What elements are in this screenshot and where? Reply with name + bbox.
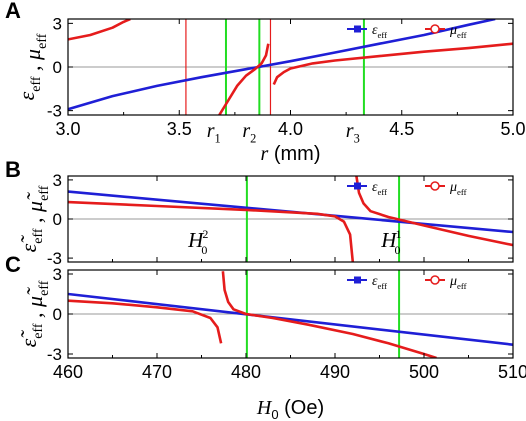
y-tick-label: -3 bbox=[47, 249, 62, 268]
legend-mu-label: μeff bbox=[449, 180, 467, 197]
legend-eps-marker bbox=[354, 182, 361, 190]
y-tick-label: 3 bbox=[53, 14, 62, 33]
x-axis-label: r (mm) bbox=[261, 143, 321, 165]
r2-annotation: r2 bbox=[242, 120, 256, 146]
mu-curve-segment-1 bbox=[68, 19, 131, 41]
legend-mu-marker bbox=[430, 24, 440, 34]
mu-curve-segment-1 bbox=[68, 200, 355, 262]
eps-curve-segment-1 bbox=[68, 292, 513, 346]
x-tick-label: 510 bbox=[498, 362, 526, 382]
x-tick-label: 3.0 bbox=[55, 119, 80, 139]
mu-curve-segment-2 bbox=[218, 43, 270, 115]
legend-eps-label: εeff bbox=[372, 274, 387, 291]
x-axis-label-bottom: H0 (Oe) bbox=[256, 397, 324, 421]
h0-2-annotation: H2 0 bbox=[187, 227, 208, 257]
eps-curve-segment-1 bbox=[68, 19, 496, 111]
mu-curve-segment-2 bbox=[221, 271, 437, 358]
legend-mu-label: μeff bbox=[449, 274, 467, 291]
x-tick-label: 490 bbox=[320, 362, 350, 382]
x-tick-label: 470 bbox=[142, 362, 172, 382]
r3-annotation: r3 bbox=[346, 120, 360, 146]
x-tick-label: 500 bbox=[409, 362, 439, 382]
y-axis-label: εeff , μeff bbox=[14, 33, 50, 100]
x-tick-label: 4.0 bbox=[278, 119, 303, 139]
y-tick-label: -3 bbox=[47, 345, 62, 364]
mu-curve-segment-1 bbox=[68, 299, 223, 344]
panel-letter: B bbox=[5, 157, 21, 182]
legend-mu-label: μeff bbox=[449, 23, 467, 40]
r1-annotation: r1 bbox=[207, 120, 221, 146]
x-tick-label: 480 bbox=[231, 362, 261, 382]
h0-1-annotation: H1 0 bbox=[380, 227, 401, 257]
y-axis-label: ε̃eff , μ̃eff bbox=[16, 185, 52, 252]
legend-mu-marker bbox=[430, 275, 440, 285]
series-group bbox=[68, 176, 513, 262]
y-axis-label: ε̃eff , μ̃eff bbox=[16, 280, 52, 347]
y-tick-label: 0 bbox=[53, 210, 62, 229]
legend-eps-label: εeff bbox=[372, 180, 387, 197]
legend-eps-marker bbox=[354, 276, 361, 284]
panel-letter: C bbox=[5, 252, 21, 277]
y-tick-label: -3 bbox=[47, 102, 62, 121]
y-tick-label: 0 bbox=[53, 305, 62, 324]
legend-eps-marker bbox=[354, 25, 361, 33]
legend-eps-label: εeff bbox=[372, 23, 387, 40]
y-tick-label: 3 bbox=[53, 265, 62, 284]
x-tick-label: 4.5 bbox=[389, 119, 414, 139]
y-tick-label: 0 bbox=[53, 58, 62, 77]
series-group bbox=[68, 271, 513, 358]
legend-mu-marker bbox=[430, 181, 440, 191]
x-tick-label: 3.5 bbox=[167, 119, 192, 139]
mu-curve-segment-3 bbox=[272, 42, 513, 86]
panel-letter: A bbox=[5, 0, 21, 23]
x-tick-label: 460 bbox=[53, 362, 83, 382]
x-tick-label: 5.0 bbox=[500, 119, 525, 139]
y-tick-label: 3 bbox=[53, 171, 62, 190]
mu-curve-segment-2 bbox=[355, 176, 513, 247]
